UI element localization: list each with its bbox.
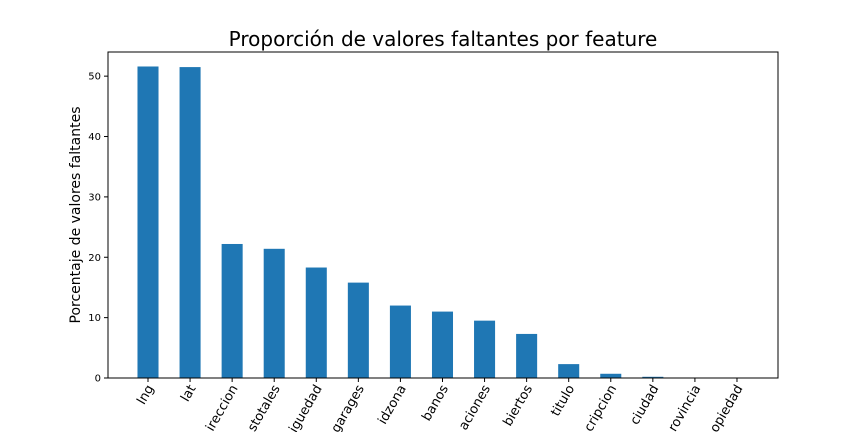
chart-title: Proporción de valores faltantes por feat… <box>229 27 658 51</box>
bar <box>600 373 622 378</box>
bar <box>558 364 580 378</box>
plot-frame <box>107 51 779 379</box>
y-axis-label: Porcentaje de valores faltantes <box>68 107 84 324</box>
bar <box>179 67 201 378</box>
bar <box>347 282 369 378</box>
bar <box>642 376 664 378</box>
bar <box>389 305 411 378</box>
bar <box>221 243 243 378</box>
y-tick-label: 20 <box>88 253 101 264</box>
y-tick-label: 30 <box>88 192 101 203</box>
y-tick-label: 40 <box>88 132 101 143</box>
bar <box>305 267 327 378</box>
y-tick-label: 10 <box>88 313 101 324</box>
x-tick-label: lat <box>178 383 199 405</box>
y-tick-label: 0 <box>95 374 101 385</box>
bar <box>516 333 538 378</box>
bar <box>474 320 496 378</box>
y-tick-label: 50 <box>88 72 101 83</box>
bar <box>137 66 159 378</box>
bar <box>263 248 285 378</box>
bar <box>431 311 454 378</box>
